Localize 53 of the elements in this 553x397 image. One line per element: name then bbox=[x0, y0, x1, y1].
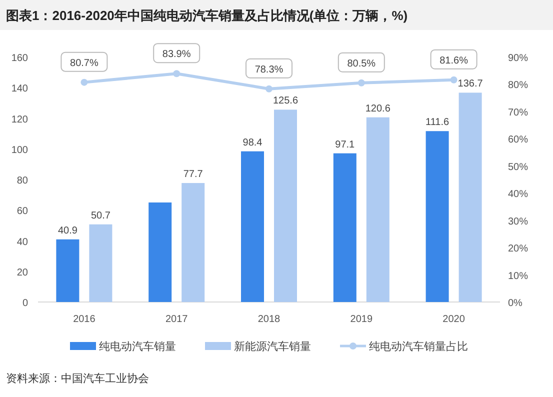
x-tick-label: 2018 bbox=[258, 314, 281, 325]
legend-label: 纯电动汽车销量 bbox=[99, 340, 176, 353]
data-label: 40.9 bbox=[58, 225, 78, 236]
bar bbox=[56, 239, 80, 302]
y-tick-label: 100 bbox=[11, 144, 28, 156]
y2-tick-label: 50% bbox=[508, 162, 528, 173]
bar bbox=[182, 183, 205, 302]
x-tick-label: 2019 bbox=[350, 314, 373, 325]
bar bbox=[333, 153, 356, 302]
y2-tick-label: 90% bbox=[508, 53, 528, 64]
x-tick-label: 2020 bbox=[442, 314, 466, 325]
y2-tick-label: 70% bbox=[508, 107, 528, 118]
data-label: 98.4 bbox=[242, 137, 263, 148]
y2-tick-label: 30% bbox=[508, 216, 528, 228]
bar bbox=[241, 151, 264, 302]
y-tick-label: 40 bbox=[16, 236, 28, 248]
legend-label: 纯电动汽车销量占比 bbox=[369, 340, 468, 353]
chart-title: 图表1：2016-2020年中国纯电动汽车销量及占比情况(单位：万辆，%) bbox=[6, 8, 408, 23]
legend-label: 新能源汽车销量 bbox=[234, 340, 311, 353]
y-tick-label: 160 bbox=[11, 53, 28, 64]
y2-tick-label: 0% bbox=[508, 298, 523, 309]
y-tick-label: 0 bbox=[22, 298, 28, 309]
x-tick-label: 2017 bbox=[165, 314, 188, 325]
data-label: 77.7 bbox=[183, 169, 204, 180]
bar bbox=[274, 110, 297, 302]
x-tick-label: 2016 bbox=[73, 314, 96, 325]
y2-tick-label: 80% bbox=[508, 80, 528, 92]
y-tick-label: 20 bbox=[16, 267, 28, 278]
data-label: 136.7 bbox=[458, 78, 484, 90]
y2-tick-label: 10% bbox=[508, 270, 528, 282]
y-tick-label: 60 bbox=[16, 206, 28, 218]
bar bbox=[426, 131, 449, 302]
bar bbox=[458, 92, 482, 302]
data-label: 80.5% bbox=[347, 58, 376, 70]
data-label: 120.6 bbox=[365, 103, 391, 114]
data-label: 83.9% bbox=[162, 49, 191, 60]
y2-tick-label: 40% bbox=[508, 189, 528, 200]
bar bbox=[366, 117, 390, 302]
data-label: 78.3% bbox=[254, 64, 284, 76]
y-tick-label: 140 bbox=[11, 84, 28, 95]
bar bbox=[148, 202, 172, 302]
y2-tick-label: 60% bbox=[508, 134, 528, 146]
bar bbox=[89, 224, 112, 302]
data-label: 81.6% bbox=[440, 55, 468, 66]
y2-tick-label: 20% bbox=[508, 244, 528, 255]
data-label: 50.7 bbox=[90, 210, 111, 222]
data-label: 97.1 bbox=[335, 139, 356, 150]
y-tick-label: 80 bbox=[16, 176, 28, 186]
y-tick-label: 120 bbox=[11, 114, 28, 126]
data-label: 111.6 bbox=[426, 117, 450, 128]
data-label: 125.6 bbox=[272, 96, 298, 107]
data-label: 80.7% bbox=[70, 58, 98, 69]
text: 资料来源：中国汽车工业协会 bbox=[6, 372, 149, 385]
